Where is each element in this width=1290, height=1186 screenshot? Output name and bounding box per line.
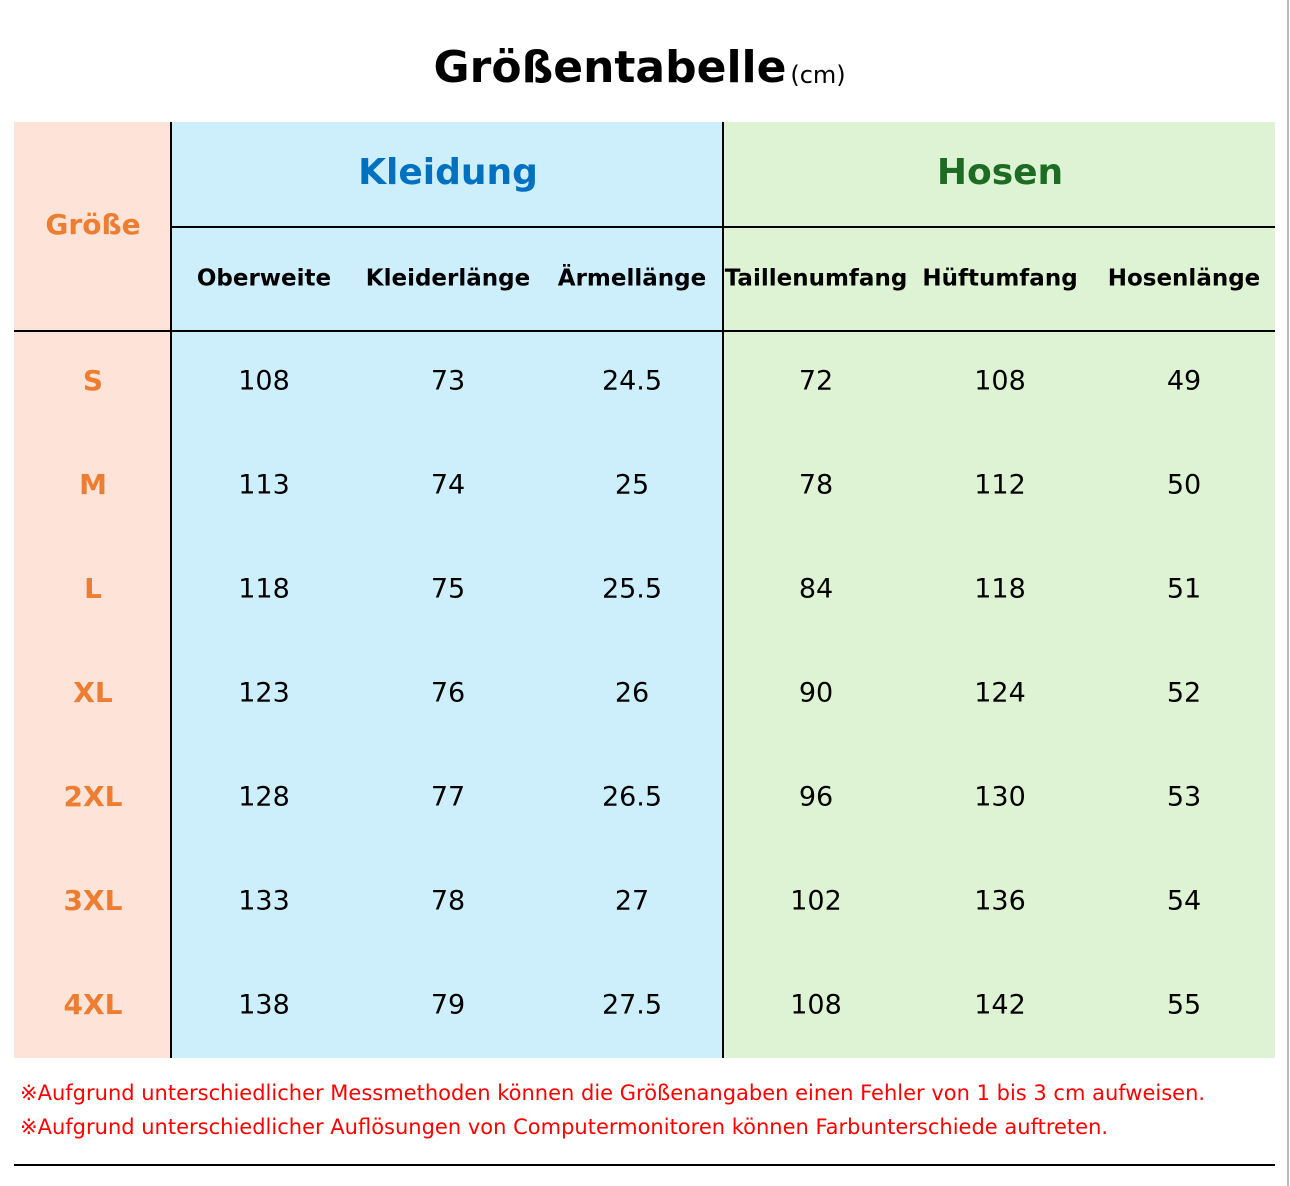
size-label: 4XL: [64, 988, 123, 1021]
cell-value: 53: [1167, 782, 1201, 813]
cell-value: 118: [974, 574, 1026, 605]
cell-value: 133: [238, 886, 290, 917]
note: ※Aufgrund unterschiedlicher Messmethoden…: [20, 1081, 1205, 1105]
cell-value: 96: [799, 782, 833, 813]
cell-value: 78: [431, 886, 465, 917]
note: ※Aufgrund unterschiedlicher Auflösungen …: [20, 1115, 1108, 1139]
clothing-bg: [171, 122, 723, 1058]
cell-value: 113: [238, 470, 290, 501]
cell-value: 128: [238, 782, 290, 813]
cell-value: 55: [1167, 990, 1201, 1021]
cell-value: 77: [431, 782, 465, 813]
cell-value: 130: [974, 782, 1026, 813]
size-label: S: [83, 364, 103, 397]
cell-value: 136: [974, 886, 1026, 917]
size-label: L: [84, 572, 102, 605]
cell-value: 90: [799, 678, 833, 709]
cell-value: 123: [238, 678, 290, 709]
size-column-bg: [14, 122, 171, 1058]
column-header: Oberweite: [197, 266, 331, 292]
cell-value: 112: [974, 470, 1026, 501]
cell-value: 27: [615, 886, 649, 917]
cell-value: 50: [1167, 470, 1201, 501]
column-header: Hüftumfang: [922, 266, 1077, 292]
size-label: 2XL: [64, 780, 123, 813]
cell-value: 25: [615, 470, 649, 501]
cell-value: 24.5: [602, 366, 662, 397]
cell-value: 76: [431, 678, 465, 709]
column-header: Hosenlänge: [1108, 266, 1261, 292]
cell-value: 52: [1167, 678, 1201, 709]
cell-value: 84: [799, 574, 833, 605]
cell-value: 108: [974, 366, 1026, 397]
pants-bg: [723, 122, 1275, 1058]
cell-value: 54: [1167, 886, 1201, 917]
cell-value: 79: [431, 990, 465, 1021]
cell-value: 74: [431, 470, 465, 501]
cell-value: 142: [974, 990, 1026, 1021]
cell-value: 102: [790, 886, 842, 917]
cell-value: 124: [974, 678, 1026, 709]
title: Größentabelle: [434, 42, 787, 93]
unit: (cm): [790, 61, 845, 89]
size-header: Größe: [45, 208, 140, 241]
group-header: Kleidung: [358, 152, 538, 193]
cell-value: 138: [238, 990, 290, 1021]
size-label: M: [79, 468, 107, 501]
cell-value: 75: [431, 574, 465, 605]
cell-value: 49: [1167, 366, 1201, 397]
cell-value: 26: [615, 678, 649, 709]
size-label: 3XL: [64, 884, 123, 917]
cell-value: 26.5: [602, 782, 662, 813]
cell-value: 108: [238, 366, 290, 397]
cell-value: 25.5: [602, 574, 662, 605]
size-label: XL: [73, 676, 113, 709]
cell-value: 118: [238, 574, 290, 605]
column-header: Kleiderlänge: [366, 266, 530, 292]
cell-value: 73: [431, 366, 465, 397]
column-header: Ärmellänge: [558, 264, 706, 292]
cell-value: 108: [790, 990, 842, 1021]
cell-value: 51: [1167, 574, 1201, 605]
cell-value: 78: [799, 470, 833, 501]
cell-value: 27.5: [602, 990, 662, 1021]
group-header: Hosen: [937, 152, 1063, 193]
column-header: Taillenumfang: [725, 266, 908, 292]
cell-value: 72: [799, 366, 833, 397]
